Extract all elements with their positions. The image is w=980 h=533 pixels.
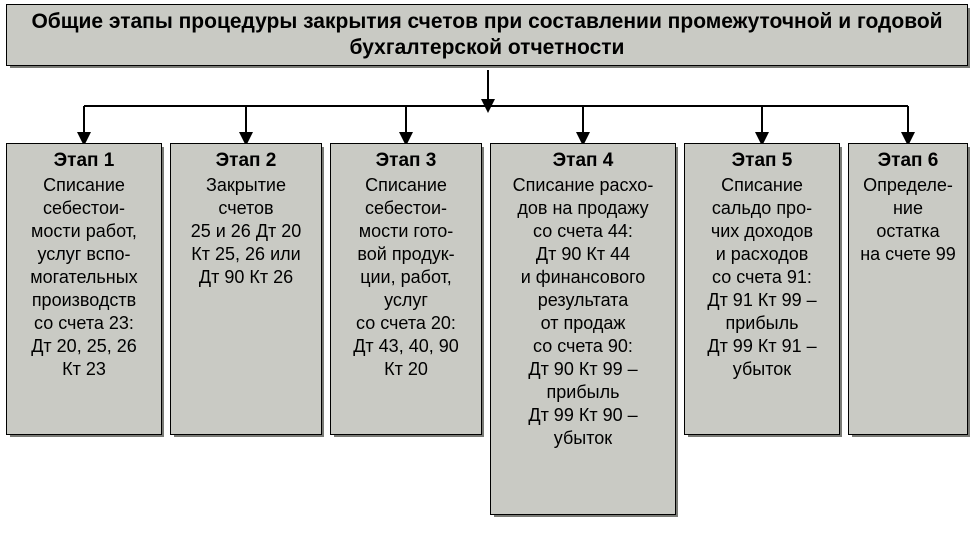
- stage-title: Этап 4: [497, 150, 669, 172]
- stage-title: Этап 6: [855, 150, 961, 172]
- stage-title: Этап 1: [13, 150, 155, 172]
- stage-box-1: Этап 1Списание себестои- мости работ, ус…: [6, 143, 162, 435]
- stage-box-5: Этап 5Списание сальдо про- чих доходов и…: [684, 143, 840, 435]
- header-text: Общие этапы процедуры закрытия счетов пр…: [17, 9, 957, 62]
- stage-title: Этап 3: [337, 150, 475, 172]
- stage-box-6: Этап 6Определе- ние остатка на счете 99: [848, 143, 968, 435]
- stage-box-2: Этап 2Закрытие счетов 25 и 26 Дт 20 Кт 2…: [170, 143, 322, 435]
- stage-body: Списание себестои- мости гото- вой проду…: [337, 174, 475, 381]
- stage-body: Закрытие счетов 25 и 26 Дт 20 Кт 25, 26 …: [177, 174, 315, 289]
- stage-body: Определе- ние остатка на счете 99: [855, 174, 961, 266]
- stage-title: Этап 2: [177, 150, 315, 172]
- stage-title: Этап 5: [691, 150, 833, 172]
- stage-box-3: Этап 3Списание себестои- мости гото- вой…: [330, 143, 482, 435]
- stage-body: Списание сальдо про- чих доходов и расхо…: [691, 174, 833, 381]
- stage-body: Списание себестои- мости работ, услуг вс…: [13, 174, 155, 381]
- stage-box-4: Этап 4Списание расхо- дов на продажу со …: [490, 143, 676, 515]
- diagram-header: Общие этапы процедуры закрытия счетов пр…: [6, 4, 968, 66]
- stage-body: Списание расхо- дов на продажу со счета …: [497, 174, 669, 450]
